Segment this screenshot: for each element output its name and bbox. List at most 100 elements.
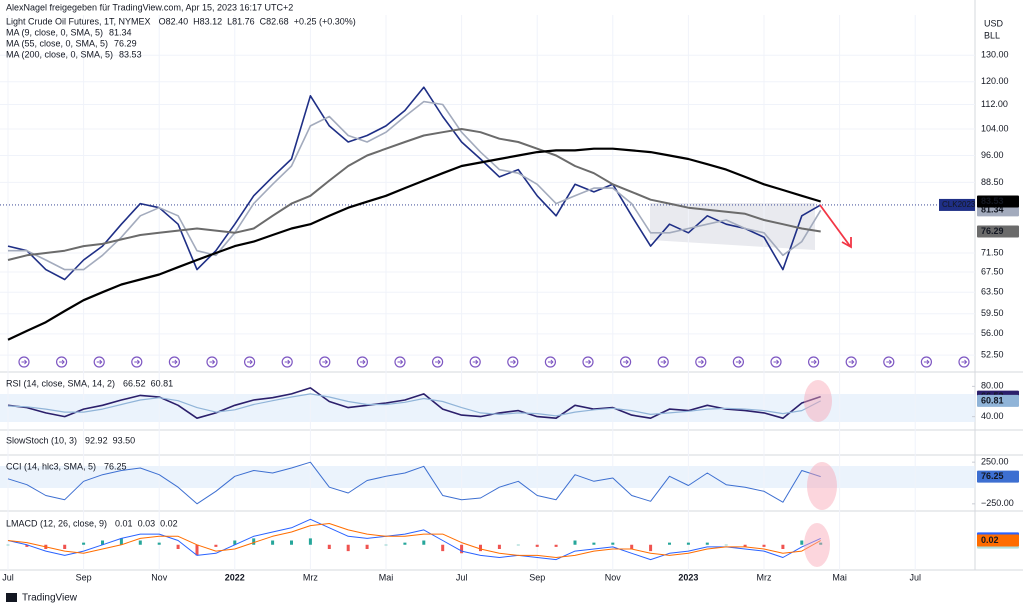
x-tick-label: Mai (832, 572, 847, 582)
histogram-bar (460, 544, 464, 554)
legend-series-value: 81.34 (109, 27, 132, 37)
x-tick-label: Mai (379, 572, 394, 582)
x-tick-label: Jul (2, 572, 14, 582)
histogram-bar (819, 542, 823, 545)
series-line (7, 128, 821, 261)
highlight-ellipse (804, 523, 830, 567)
event-icon-arrow (547, 359, 554, 365)
histogram-bar (479, 544, 482, 552)
legend-series-name: MA (55, close, 0, SMA, 5) (6, 38, 108, 48)
event-icon-arrow (623, 359, 629, 365)
legend-title: RSI (14, close, SMA, 14, 2) (6, 378, 115, 388)
event-icon-arrow (660, 359, 667, 365)
legend-value: 76.25 (104, 461, 127, 471)
y-tick-label: 130.00 (981, 50, 1009, 60)
annotations (804, 204, 852, 567)
legend-value: 92.92 (85, 435, 108, 445)
cci-band (0, 466, 975, 488)
histogram-bar (384, 544, 388, 546)
y-tick-label: 63.50 (981, 287, 1004, 297)
histogram-bar (195, 544, 199, 556)
y-tick-label: 71.50 (981, 247, 1004, 257)
histogram-bar (724, 544, 728, 546)
share-text: AlexNagel freigegeben für TradingView.co… (6, 2, 293, 12)
y-tick-label: 52.50 (981, 350, 1004, 360)
price-label: 83.53 (981, 196, 1004, 206)
x-tick-label: Nov (151, 572, 168, 582)
event-icon-arrow (435, 359, 441, 365)
event-icon-arrow (247, 359, 253, 365)
histogram-bar (119, 538, 123, 545)
currency: USD (984, 18, 1004, 28)
y-tick-label: −250.00 (981, 498, 1014, 508)
logo (6, 593, 17, 602)
series-line (7, 393, 821, 417)
histogram-bar (630, 544, 634, 549)
histogram-bar (800, 540, 804, 545)
legend-title: SlowStoch (10, 3) (6, 435, 77, 445)
symbol-label: CLK2023 (942, 200, 976, 209)
x-tick-label: Sep (76, 572, 92, 582)
histogram-bar (101, 540, 104, 545)
legend-series-value: 83.53 (119, 49, 142, 59)
event-icon-arrow (322, 359, 329, 365)
histogram-bar (592, 542, 596, 545)
histogram-bar (781, 544, 785, 549)
legend-value: 0.01 (115, 518, 133, 528)
price-label: 76.29 (981, 226, 1004, 236)
price-label: 0.02 (981, 535, 999, 545)
histogram-bar (63, 544, 67, 549)
event-icon-arrow (773, 359, 780, 365)
histogram-bar (403, 542, 407, 545)
legend-series-name: MA (200, close, 0, SMA, 5) (6, 49, 113, 59)
price-label-box (977, 470, 1019, 483)
series-line (7, 86, 822, 281)
series-line (7, 461, 821, 505)
histogram-bar (82, 542, 86, 545)
price-label: 81.34 (981, 205, 1004, 215)
histogram-bar (176, 544, 180, 549)
histogram-bar (762, 544, 766, 547)
legend-value: 66.52 (123, 378, 146, 388)
x-tick-label: 2023 (678, 572, 698, 582)
series-line (7, 523, 821, 558)
legend-title: CCI (14, hlc3, SMA, 5) (6, 461, 96, 471)
histogram-bar (327, 544, 331, 549)
price-label: 60.81 (981, 395, 1004, 405)
histogram-bar (686, 542, 690, 545)
legend-value: 93.50 (113, 435, 136, 445)
legend-value: H83.12 (193, 16, 222, 26)
y-tick-label: 88.50 (981, 177, 1004, 187)
y-tick-label: 120.00 (981, 76, 1009, 86)
event-icon-arrow (961, 359, 968, 365)
y-tick-label: 96.00 (981, 150, 1004, 160)
histogram-bar (157, 542, 161, 545)
y-tick-label: 80.00 (981, 381, 1004, 391)
event-icon-arrow (698, 359, 705, 365)
y-tick-label: 40.00 (981, 411, 1004, 421)
legend-value: +0.25 (+0.30%) (294, 16, 356, 26)
x-tick-label: 2022 (225, 572, 245, 582)
event-icon-arrow (848, 359, 855, 365)
legend-value: O82.40 (159, 16, 189, 26)
event-icon-arrow (585, 359, 592, 365)
x-tick-label: Nov (605, 572, 622, 582)
legend-title: LMACD (12, 26, close, 9) (6, 518, 107, 528)
event-icon-arrow (284, 359, 291, 365)
histogram-bar (554, 544, 558, 547)
x-tick-label: Jul (456, 572, 468, 582)
event-icon-arrow (472, 359, 479, 365)
event-icon-arrow (886, 359, 893, 365)
highlight-ellipse (807, 462, 837, 510)
price-label-box (977, 394, 1019, 407)
price-label-box (977, 225, 1019, 238)
histogram-bar (6, 544, 10, 546)
histogram-bar (138, 540, 142, 545)
x-tick-label: Sep (529, 572, 545, 582)
histogram-bar (705, 542, 709, 545)
series-line (7, 147, 822, 341)
histogram-bar (252, 538, 256, 545)
event-icon-arrow (134, 359, 141, 365)
